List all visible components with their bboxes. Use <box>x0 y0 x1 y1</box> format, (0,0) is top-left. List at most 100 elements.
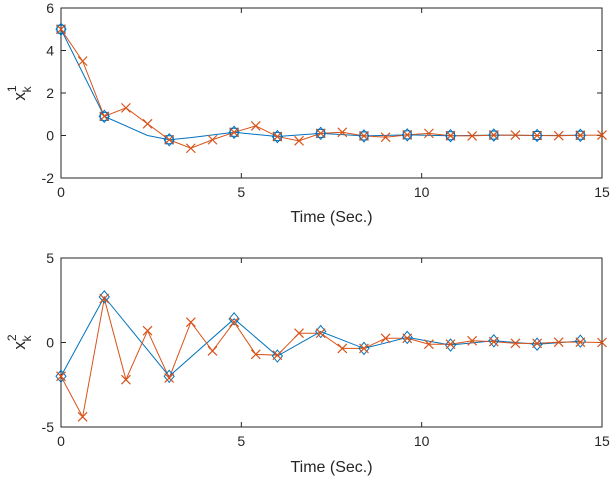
data-point-x <box>56 371 66 382</box>
data-point-x <box>315 328 326 339</box>
x-tick-label: 15 <box>594 433 610 449</box>
data-point-diamond <box>488 128 500 142</box>
data-point-x <box>120 374 131 385</box>
y-tick-label: -2 <box>42 170 55 186</box>
data-point-square <box>575 130 585 140</box>
data-point-x <box>294 328 304 339</box>
data-point-x <box>185 317 196 328</box>
data-point-x <box>315 128 326 139</box>
data-point-x <box>553 130 564 141</box>
data-point-square <box>489 130 499 140</box>
data-point-diamond <box>531 337 543 351</box>
data-point-x <box>77 56 88 67</box>
x-axis-label-x1: Time (Sec.) <box>290 209 372 226</box>
data-point-square <box>359 131 369 141</box>
data-point-x <box>467 131 478 141</box>
series-layer-x1 <box>55 22 607 154</box>
y-tick-label: 0 <box>46 128 54 144</box>
data-point-x <box>510 130 521 140</box>
data-point-diamond <box>271 129 284 144</box>
data-point-x <box>488 130 499 140</box>
data-point-x <box>294 135 304 146</box>
y-tick-label: -5 <box>42 419 55 435</box>
data-point-x <box>575 337 586 348</box>
data-point-square <box>229 127 239 137</box>
data-point-x <box>380 333 391 344</box>
data-point-x <box>423 339 434 350</box>
y-tick-label: 5 <box>46 250 54 266</box>
data-point-x <box>142 118 153 129</box>
y-axis-x1: -2 0 2 4 6 <box>42 0 602 186</box>
data-point-x <box>337 343 348 354</box>
data-point-diamond <box>228 125 240 140</box>
svg-text:x1k: x1k <box>5 85 34 101</box>
data-point-x <box>56 24 66 35</box>
data-point-x <box>99 111 110 122</box>
y-tick-label: 4 <box>46 43 54 59</box>
x-tick-label: 0 <box>57 433 65 449</box>
data-point-x <box>250 121 261 131</box>
chart-x2: 0 5 10 15 -505 Time (Sec.) x2k <box>5 250 610 476</box>
data-point-square <box>316 128 326 138</box>
x-axis-x1: 0 5 10 15 <box>57 8 610 200</box>
data-point-diamond <box>98 109 110 124</box>
data-point-diamond <box>444 338 457 352</box>
data-point-diamond <box>271 349 284 363</box>
data-point-diamond <box>55 22 67 37</box>
data-point-x <box>120 102 131 113</box>
data-point-diamond <box>228 312 240 326</box>
data-point-x <box>185 143 196 154</box>
series-line-sampled <box>60 295 581 378</box>
data-point-x <box>423 128 434 139</box>
y-label-sub-x1: k <box>20 85 34 92</box>
data-point-x <box>467 335 478 346</box>
series-layer-x2 <box>55 290 607 422</box>
data-point-diamond <box>444 128 457 143</box>
data-point-x <box>164 373 175 383</box>
data-point-x <box>597 337 607 348</box>
data-point-x <box>380 132 391 143</box>
data-point-diamond <box>401 128 413 142</box>
x-axis-label-x2: Time (Sec.) <box>290 459 372 476</box>
x-axis-x2: 0 5 10 15 <box>57 258 610 449</box>
data-point-x <box>272 350 283 361</box>
data-point-x <box>250 349 261 360</box>
series-line-continuous <box>60 28 603 149</box>
x-tick-label: 5 <box>237 433 245 449</box>
y-axis-label-x2: x2k <box>5 334 34 350</box>
x-tick-label: 5 <box>237 184 245 200</box>
data-point-square <box>56 24 66 34</box>
data-point-x <box>488 336 499 347</box>
data-point-diamond <box>358 129 370 143</box>
data-point-square <box>164 135 174 145</box>
y-label-base-x1: x <box>10 92 29 101</box>
y-tick-label: 0 <box>46 335 54 351</box>
data-point-x <box>445 339 456 350</box>
data-point-x <box>229 317 240 328</box>
data-point-x <box>575 130 586 141</box>
data-point-x <box>553 337 564 348</box>
data-point-diamond <box>358 341 370 356</box>
y-label-sub-x2: k <box>20 334 34 341</box>
data-point-x <box>359 343 369 354</box>
data-point-x <box>532 338 543 349</box>
data-point-x <box>99 293 110 304</box>
data-point-x <box>510 338 521 349</box>
data-point-x <box>77 411 88 422</box>
plot-area-x1 <box>60 7 603 179</box>
data-point-x <box>402 129 413 140</box>
data-point-square <box>402 130 412 140</box>
x-tick-label: 15 <box>594 184 610 200</box>
data-point-x <box>229 127 240 138</box>
y-tick-label: 6 <box>46 0 54 16</box>
data-point-x <box>402 333 413 344</box>
data-point-square <box>532 131 542 140</box>
data-point-x <box>337 127 348 138</box>
svg-text:x2k: x2k <box>5 334 34 350</box>
data-point-diamond <box>574 128 587 143</box>
data-point-x <box>142 325 153 336</box>
data-point-x <box>164 134 175 145</box>
y-axis-label-x1: x1k <box>5 85 34 101</box>
